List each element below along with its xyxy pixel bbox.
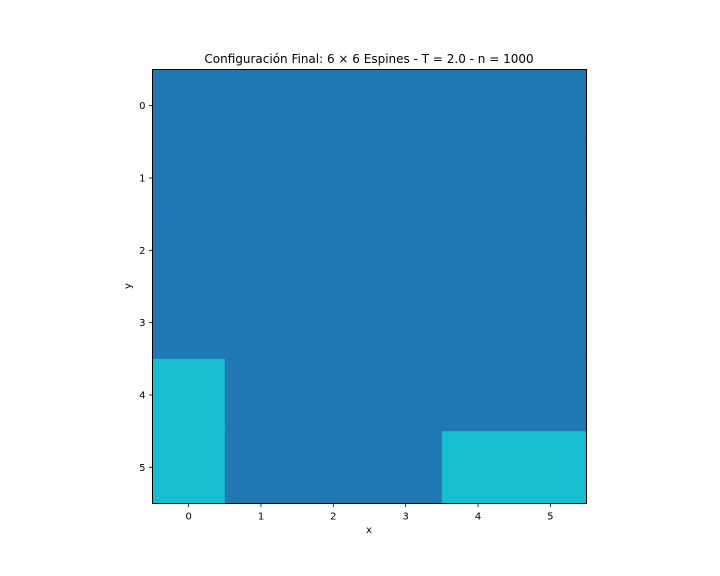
spin-cell-r3-c4	[441, 286, 515, 360]
spin-cell-r4-c3	[369, 358, 443, 432]
spin-cell-r1-c1	[224, 141, 298, 215]
spin-cell-r2-c0	[152, 214, 226, 287]
y-tick-label: 0	[139, 101, 145, 112]
chart-title: Configuración Final: 6 × 6 Espines - T =…	[204, 52, 533, 66]
x-tick-label: 0	[185, 512, 191, 523]
spin-cell-r1-c5	[514, 141, 587, 215]
spin-grid	[152, 69, 587, 504]
y-tick-label: 1	[139, 174, 145, 185]
y-tick-label: 4	[139, 391, 145, 402]
spin-cell-r3-c1	[224, 286, 298, 360]
x-tick-label: 3	[402, 512, 408, 523]
y-axis-label: y	[123, 283, 134, 289]
spin-cell-r5-c2	[297, 431, 370, 504]
spin-cell-r1-c4	[441, 141, 515, 215]
spin-cell-r0-c2	[297, 69, 370, 143]
x-tick-label: 4	[475, 512, 481, 523]
spin-cell-r0-c3	[369, 69, 443, 143]
spin-cell-r2-c4	[441, 214, 515, 287]
spin-cell-r5-c3	[369, 431, 443, 504]
spin-cell-r5-c4	[441, 431, 515, 504]
spin-cell-r5-c5	[514, 431, 587, 504]
spin-cell-r3-c5	[514, 286, 587, 360]
y-tick-label: 5	[139, 463, 145, 474]
spin-cell-r0-c1	[224, 69, 298, 143]
x-tick-label: 5	[547, 512, 553, 523]
spin-cell-r1-c3	[369, 141, 443, 215]
spin-cell-r0-c4	[441, 69, 515, 143]
spin-cell-r4-c0	[152, 358, 226, 432]
y-axis-ticks: 0 1 2 3 4 5	[139, 101, 153, 474]
spin-cell-r5-c0	[152, 431, 226, 504]
spin-cell-r5-c1	[224, 431, 298, 504]
spin-cell-r3-c0	[152, 286, 226, 360]
x-tick-label: 1	[258, 512, 264, 523]
spin-cell-r3-c3	[369, 286, 443, 360]
spin-cell-r2-c3	[369, 214, 443, 287]
spin-cell-r2-c2	[297, 214, 370, 287]
spin-cell-r4-c4	[441, 358, 515, 432]
spin-cell-r0-c0	[152, 69, 226, 143]
spin-cell-r0-c5	[514, 69, 587, 143]
x-tick-label: 2	[330, 512, 336, 523]
spin-cell-r4-c2	[297, 358, 370, 432]
x-axis-ticks: 0 1 2 3 4 5	[185, 503, 554, 523]
spin-cell-r3-c2	[297, 286, 370, 360]
spin-cell-r1-c0	[152, 141, 226, 215]
spin-cell-r2-c5	[514, 214, 587, 287]
spin-cell-r1-c2	[297, 141, 370, 215]
x-axis-label: x	[366, 525, 372, 536]
spin-cell-r4-c5	[514, 358, 587, 432]
spin-cell-r2-c1	[224, 214, 298, 287]
y-tick-label: 3	[139, 318, 145, 329]
y-tick-label: 2	[139, 246, 145, 257]
plot-frame	[152, 69, 587, 504]
spin-cell-r4-c1	[224, 358, 298, 432]
